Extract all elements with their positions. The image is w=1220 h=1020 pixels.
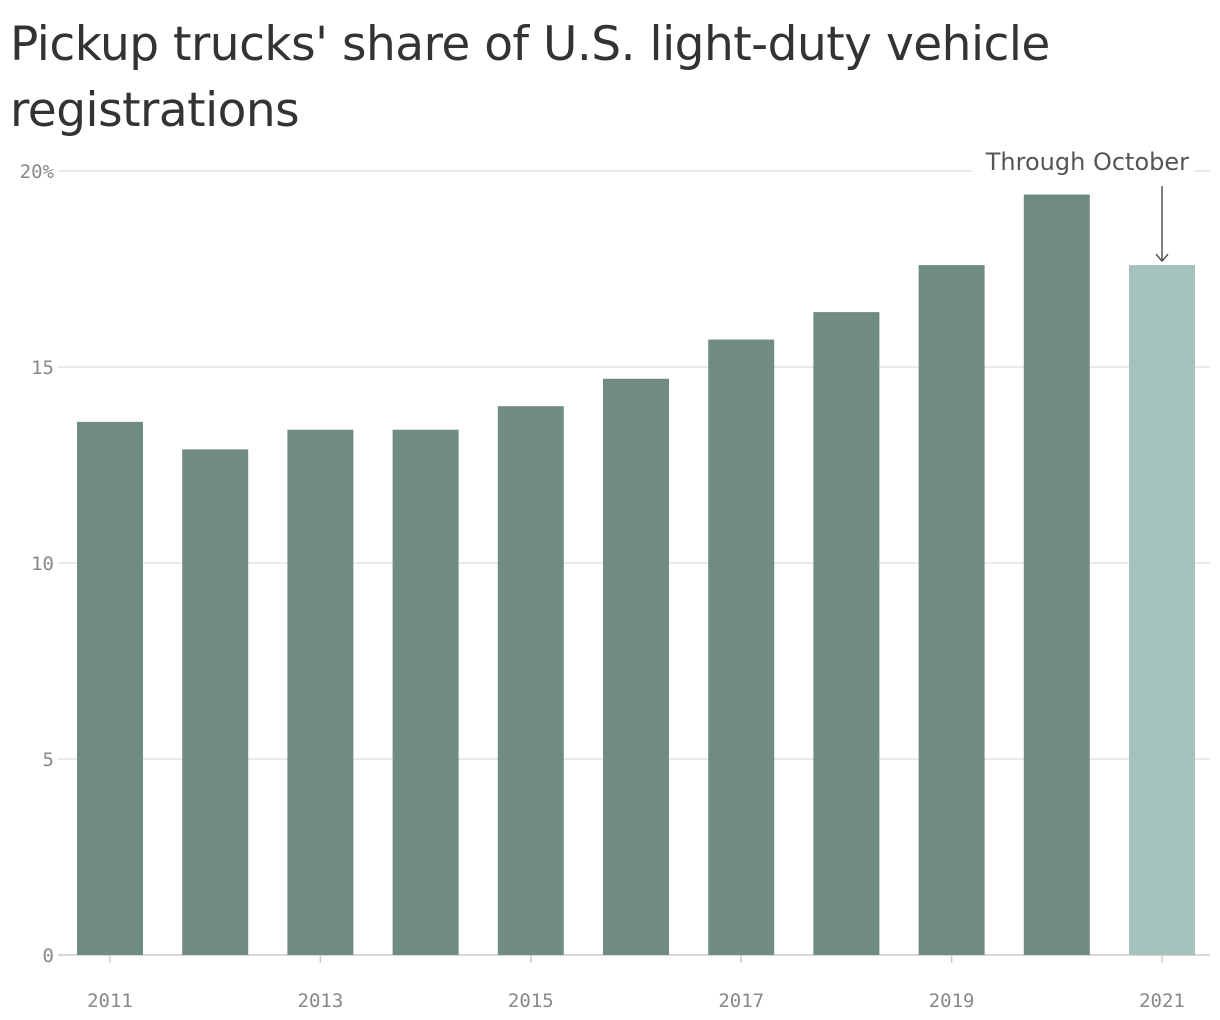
y-tick-label: 0	[43, 945, 54, 967]
bar-2018	[813, 312, 880, 955]
x-tick-label: 2021	[1139, 990, 1185, 1012]
x-tick-label: 2013	[298, 990, 344, 1012]
bars	[77, 194, 1195, 956]
x-tick-label: 2011	[87, 990, 133, 1012]
bar-2014	[392, 429, 459, 956]
bar-2011	[77, 421, 143, 955]
annotation-backdrop	[972, 146, 1194, 178]
chart-title: Pickup trucks' share of U.S. light-duty …	[10, 17, 1050, 138]
x-tick-label: 2015	[508, 990, 554, 1012]
y-axis-labels: 0 5 10 15 20%	[20, 161, 55, 967]
annotation-label: Through October	[985, 148, 1189, 176]
x-axis: 2011 2013 2015 2017 2019 2021	[87, 955, 1185, 1012]
bar-2020	[1023, 194, 1090, 955]
bar-2016	[603, 378, 669, 955]
y-tick-label: 10	[31, 553, 54, 575]
y-tick-label: 5	[43, 749, 54, 771]
x-tick-label: 2019	[929, 990, 975, 1012]
bar-2019	[918, 265, 985, 956]
y-tick-label: 15	[31, 357, 54, 379]
bar-2015	[497, 406, 564, 955]
bar-2013	[287, 429, 354, 956]
x-tick-label: 2017	[718, 990, 764, 1012]
bar-2021	[1129, 265, 1195, 956]
bar-2017	[708, 339, 775, 955]
bar-2012	[182, 449, 249, 955]
annotation: Through October	[972, 146, 1194, 263]
annotation-arrowhead	[1155, 253, 1169, 263]
y-tick-label: 20%	[20, 161, 55, 183]
